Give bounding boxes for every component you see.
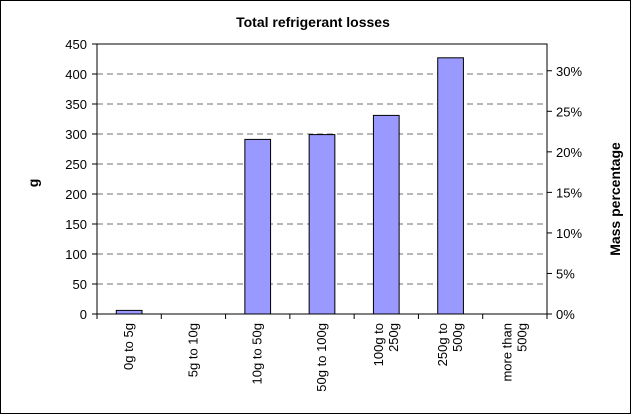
chart-title: Total refrigerant losses — [236, 14, 390, 30]
bar — [309, 135, 335, 314]
x-tick-label: 0g to 5g — [121, 323, 136, 370]
x-tick-label: 500g — [450, 323, 465, 352]
y-tick-label: 0 — [80, 307, 87, 322]
bar — [245, 139, 271, 314]
y2-tick-label: 25% — [556, 104, 582, 119]
y-tick-label: 50 — [73, 277, 87, 292]
y-tick-label: 450 — [65, 37, 87, 52]
x-tick-label: 250g to — [435, 323, 450, 366]
y2-tick-label: 15% — [556, 185, 582, 200]
x-tick-label: 50g to 100g — [314, 323, 329, 392]
x-tick-label: 5g to 10g — [185, 323, 200, 377]
x-tick-label: 500g — [514, 323, 529, 352]
bar — [438, 58, 464, 314]
y2-tick-label: 5% — [556, 266, 575, 281]
y2-tick-label: 30% — [556, 64, 582, 79]
y-tick-label: 150 — [65, 217, 87, 232]
y-tick-label: 300 — [65, 127, 87, 142]
x-tick-label: 10g to 50g — [250, 323, 265, 384]
x-tick-label: 250g — [386, 323, 401, 352]
bar — [373, 115, 399, 314]
y2-tick-label: 20% — [556, 145, 582, 160]
x-tick-label: 100g to — [371, 323, 386, 366]
x-tick-label: more than — [499, 323, 514, 382]
bar — [116, 310, 142, 314]
y-tick-label: 400 — [65, 67, 87, 82]
y-tick-label: 200 — [65, 187, 87, 202]
y2-tick-label: 0% — [556, 307, 575, 322]
y-tick-label: 350 — [65, 97, 87, 112]
y2-axis-title: Mass percentage — [607, 142, 623, 256]
y-axis-title: g — [25, 179, 41, 188]
y2-tick-label: 10% — [556, 226, 582, 241]
y-tick-label: 250 — [65, 157, 87, 172]
y-tick-label: 100 — [65, 247, 87, 262]
